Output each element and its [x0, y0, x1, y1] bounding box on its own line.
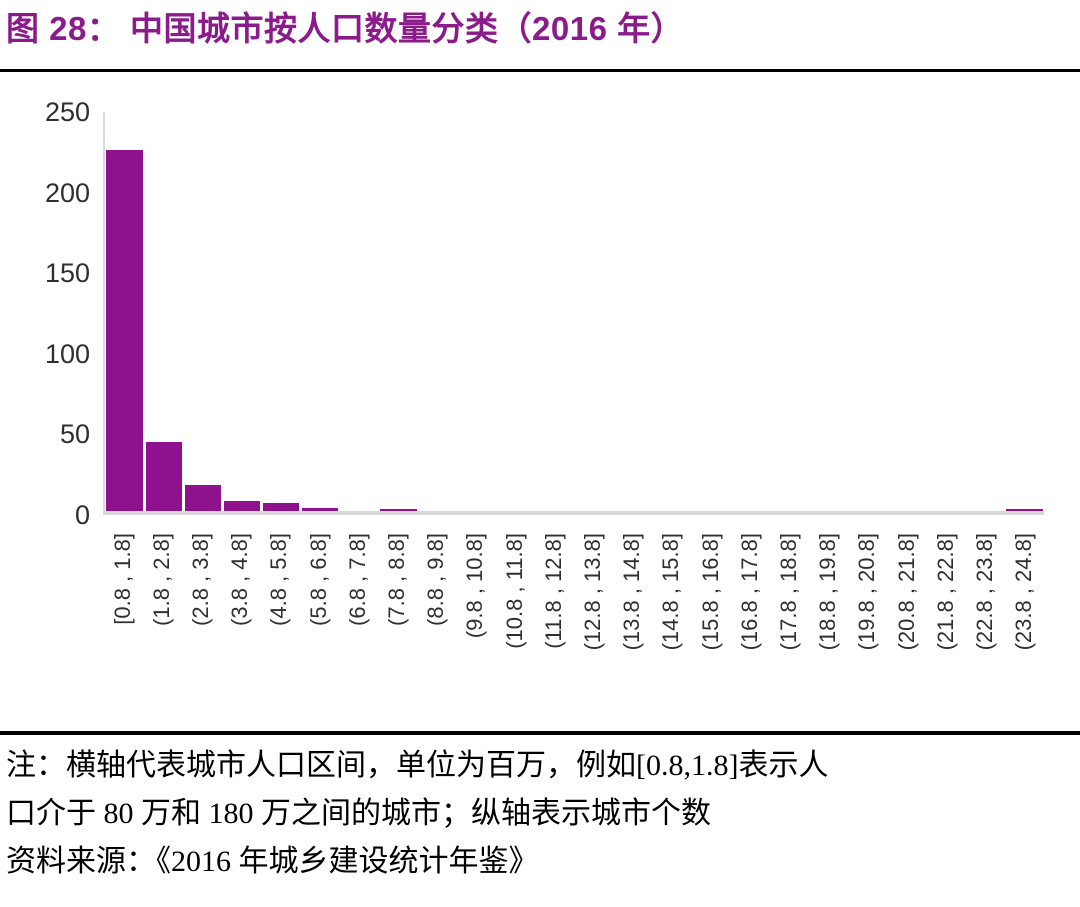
- bar-slot: [496, 112, 535, 511]
- bar-slot: [1005, 112, 1044, 511]
- y-axis-tick-label: 150: [44, 258, 90, 289]
- bar: [380, 509, 417, 511]
- x-slot: (20.8 , 21.8]: [887, 533, 926, 733]
- y-axis-tick-label: 0: [74, 500, 90, 530]
- x-axis-tick-label: (17.8 , 18.8]: [776, 533, 802, 651]
- x-slot: (19.8 , 20.8]: [848, 533, 887, 733]
- x-slot: (14.8 , 15.8]: [652, 533, 691, 733]
- x-slot: (13.8 , 14.8]: [613, 533, 652, 733]
- x-slot: (15.8 , 16.8]: [691, 533, 730, 733]
- x-axis-tick-label: (10.8 , 11.8]: [501, 533, 527, 649]
- x-slot: (5.8 , 6.8]: [299, 533, 338, 733]
- x-axis-tick-label: (19.8 , 20.8]: [854, 533, 880, 651]
- bar-slot: [301, 112, 340, 511]
- x-axis-tick-label: (11.8 , 12.8]: [540, 533, 566, 649]
- title-divider: [0, 69, 1080, 72]
- x-slot: (7.8 , 8.8]: [377, 533, 416, 733]
- x-axis-tick-label: (18.8 , 19.8]: [815, 533, 841, 651]
- population-bar-chart: 0 50 100 150 200 250 [0.8 , 1.8] (1.8 , 2.8] (2…: [0, 86, 1080, 731]
- x-slot: (8.8 , 9.8]: [417, 533, 456, 733]
- x-axis-tick-label: (6.8 , 7.8]: [344, 533, 370, 626]
- x-axis-tick-label: (12.8 , 13.8]: [580, 533, 606, 651]
- bar-slot: [418, 112, 457, 511]
- x-axis-tick-label: (9.8 , 10.8]: [462, 533, 488, 639]
- bar-slot: [340, 112, 379, 511]
- x-slot: (6.8 , 7.8]: [338, 533, 377, 733]
- bar-slot: [535, 112, 574, 511]
- bar: [184, 485, 221, 511]
- x-slot: (1.8 , 2.8]: [142, 533, 181, 733]
- x-slot: (18.8 , 19.8]: [809, 533, 848, 733]
- bar: [302, 507, 339, 511]
- bar-slot: [653, 112, 692, 511]
- bar: [262, 502, 300, 511]
- x-slot: (21.8 , 22.8]: [926, 533, 965, 733]
- bar-slot: [888, 112, 927, 511]
- x-axis-tick-label: (20.8 , 21.8]: [893, 533, 919, 651]
- y-axis-tick-label: 100: [44, 338, 90, 369]
- x-slot: (23.8 , 24.8]: [1005, 533, 1044, 733]
- x-axis-tick-label: (21.8 , 22.8]: [932, 533, 958, 651]
- x-axis-tick-label: (23.8 , 24.8]: [1011, 533, 1037, 651]
- source-line: 资料来源：《2016 年城乡建设统计年鉴》: [6, 845, 539, 878]
- bar-slot: [614, 112, 653, 511]
- x-slot: (9.8 , 10.8]: [456, 533, 495, 733]
- bar-slot: [731, 112, 770, 511]
- x-slot: (12.8 , 13.8]: [573, 533, 612, 733]
- x-slot: (17.8 , 18.8]: [769, 533, 808, 733]
- note-line-2: 口介于 80 万和 180 万之间的城市；纵轴表示城市个数: [6, 797, 711, 830]
- bar-slot: [457, 112, 496, 511]
- bar-slot: [575, 112, 614, 511]
- x-axis: [0.8 , 1.8] (1.8 , 2.8] (2.8 , 3.8] (3.8 , …: [103, 533, 1044, 733]
- x-axis-tick-label: (2.8 , 3.8]: [188, 533, 213, 626]
- bar: [106, 149, 143, 511]
- y-axis-tick-label: 250: [44, 97, 90, 127]
- x-axis-tick-label: (13.8 , 14.8]: [619, 533, 645, 651]
- x-slot: (22.8 , 23.8]: [965, 533, 1004, 733]
- x-axis-tick-label: (16.8 , 17.8]: [736, 533, 762, 651]
- bar: [1006, 509, 1043, 511]
- x-slot: (11.8 , 12.8]: [534, 533, 573, 733]
- x-axis-tick-label: (4.8 , 5.8]: [266, 533, 292, 626]
- note-line-1: 注：横轴代表城市人口区间，单位为百万，例如[0.8,1.8]表示人: [6, 749, 829, 782]
- x-slot: (16.8 , 17.8]: [730, 533, 769, 733]
- bar-slot: [144, 112, 183, 511]
- plot-area: [103, 112, 1044, 515]
- bar-slot: [262, 112, 301, 511]
- bar-slot: [927, 112, 966, 511]
- figure-title: 图 28： 中国城市按人口数量分类（2016 年）: [6, 10, 685, 47]
- x-axis-tick-label: (3.8 , 4.8]: [227, 533, 253, 626]
- bar-slot: [183, 112, 222, 511]
- x-axis-tick-label: (8.8 , 9.8]: [423, 533, 449, 626]
- bar-slot: [379, 112, 418, 511]
- x-axis-tick-label: (15.8 , 16.8]: [697, 533, 723, 651]
- x-axis-tick-label: (22.8 , 23.8]: [972, 533, 998, 651]
- x-axis-tick-label: (7.8 , 8.8]: [384, 533, 410, 626]
- bar-slot: [966, 112, 1005, 511]
- bar: [223, 501, 261, 511]
- note-divider: [0, 731, 1080, 735]
- bar-slot: [105, 112, 144, 511]
- bar-slot: [848, 112, 887, 511]
- x-slot: (4.8 , 5.8]: [260, 533, 299, 733]
- x-slot: (2.8 , 3.8]: [181, 533, 220, 733]
- figure-notes: 注：横轴代表城市人口区间，单位为百万，例如[0.8,1.8]表示人 口介于 80…: [6, 742, 1071, 886]
- x-slot: (10.8 , 11.8]: [495, 533, 534, 733]
- x-axis-tick-label: (14.8 , 15.8]: [658, 533, 684, 651]
- bar: [145, 441, 182, 511]
- x-slot: [0.8 , 1.8]: [103, 533, 142, 733]
- x-axis-tick-label: [0.8 , 1.8]: [109, 533, 135, 625]
- x-axis-tick-label: (1.8 , 2.8]: [148, 533, 174, 626]
- bar-slot: [770, 112, 809, 511]
- y-axis-tick-label: 50: [59, 419, 90, 450]
- y-axis-tick-label: 200: [44, 177, 90, 208]
- bar-slot: [692, 112, 731, 511]
- bar-slot: [222, 112, 261, 511]
- x-slot: (3.8 , 4.8]: [221, 533, 260, 733]
- x-axis-tick-label: (5.8 , 6.8]: [305, 533, 331, 626]
- bar-slot: [809, 112, 848, 511]
